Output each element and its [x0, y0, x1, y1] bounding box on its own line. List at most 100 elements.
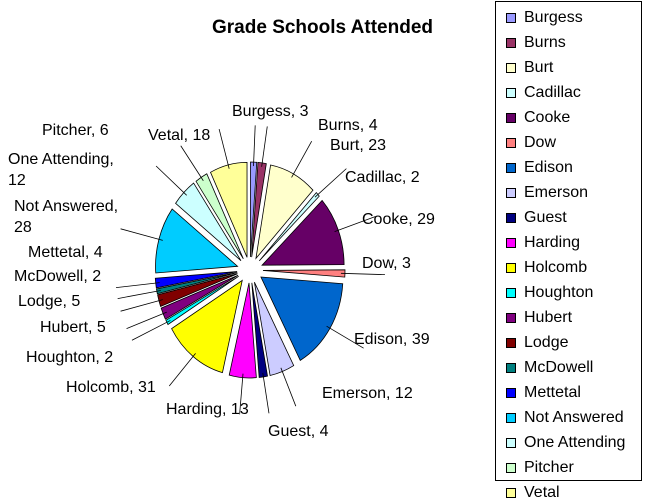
legend-swatch: [506, 438, 516, 448]
data-label-mettetal: Mettetal, 4: [28, 244, 103, 261]
legend-item-vetal: Vetal: [506, 483, 560, 503]
legend-swatch: [506, 363, 516, 373]
legend-item-one-attending: One Attending: [506, 433, 625, 453]
legend-item-lodge: Lodge: [506, 333, 569, 353]
legend-label: Not Answered: [524, 409, 624, 426]
leader-line-houghton: [131, 320, 171, 341]
data-label-dow: Dow, 3: [362, 255, 411, 272]
legend-swatch: [506, 263, 516, 273]
legend-item-edison: Edison: [506, 158, 573, 178]
legend-label: Lodge: [524, 334, 569, 351]
legend-label: Holcomb: [524, 259, 588, 276]
legend-item-burt: Burt: [506, 58, 553, 78]
data-label-emerson: Emerson, 12: [322, 385, 413, 402]
legend-item-mettetal: Mettetal: [506, 383, 581, 403]
leader-line-holcomb: [168, 353, 196, 387]
legend-label: Edison: [524, 159, 573, 176]
legend-label: Burt: [524, 59, 554, 76]
legend-label: Pitcher: [524, 459, 574, 476]
legend-label: McDowell: [524, 359, 594, 376]
legend-swatch: [506, 288, 516, 298]
legend-label: Hubert: [524, 309, 573, 326]
legend-label: Cadillac: [524, 84, 581, 101]
leader-line-edison: [326, 325, 364, 349]
legend-label: Emerson: [524, 184, 589, 201]
legend-swatch: [506, 338, 516, 348]
legend-swatch: [506, 213, 516, 223]
data-label-not-answered: Not Answered, 28: [14, 198, 118, 236]
chart-title: Grade Schools Attended: [212, 17, 433, 38]
leader-line-cadillac: [314, 168, 347, 198]
data-label-burt: Burt, 23: [330, 137, 386, 154]
pie-chart: Burgess, 3 Burns, 4 Burt, 23 Cadillac, 2 Coo…: [8, 103, 435, 440]
legend-swatch: [506, 88, 516, 98]
data-label-vetal: Vetal, 18: [148, 127, 210, 144]
legend-item-burns: Burns: [506, 33, 566, 53]
data-label-guest: Guest, 4: [268, 423, 329, 440]
legend-swatch: [506, 13, 516, 23]
legend-swatch: [506, 138, 516, 148]
data-label-hubert: Hubert, 5: [40, 319, 106, 336]
legend-swatch: [506, 463, 516, 473]
legend-label: Harding: [524, 234, 581, 251]
leader-line-emerson: [280, 367, 297, 407]
legend-label: Houghton: [524, 284, 594, 301]
legend-item-emerson: Emerson: [506, 183, 588, 203]
data-label-pitcher: Pitcher, 6: [42, 122, 109, 139]
leader-line-mcdowell: [117, 290, 161, 299]
legend-item-burgess: Burgess: [506, 8, 583, 28]
legend-label: Dow: [524, 134, 557, 151]
legend-label: Guest: [524, 209, 567, 226]
legend-swatch: [506, 163, 516, 173]
legend-swatch: [506, 313, 516, 323]
leader-line-harding: [239, 373, 244, 415]
data-label-edison: Edison, 39: [354, 331, 430, 348]
legend-swatch: [506, 413, 516, 423]
leader-line-mettetal: [115, 282, 160, 288]
leader-line-one-attending: [155, 165, 187, 196]
leader-line-guest: [262, 372, 270, 414]
legend-swatch: [506, 113, 516, 123]
chart-legend: Burgess Burns Burt Cadillac Cooke Dow Edison Em…: [495, 1, 642, 501]
legend-swatch: [506, 238, 516, 248]
leader-line-burt: [291, 141, 313, 178]
legend-swatch: [506, 188, 516, 198]
leader-line-burns: [261, 126, 268, 167]
legend-item-not-answered: Not Answered: [506, 408, 624, 428]
legend-item-cooke: Cooke: [506, 108, 570, 128]
leader-line-cooke: [334, 216, 376, 232]
data-label-mcdowell: McDowell, 2: [14, 268, 101, 285]
legend-label: Cooke: [524, 109, 571, 126]
data-label-burgess: Burgess, 3: [232, 103, 309, 120]
data-label-one-attending: One Attending, 12: [8, 151, 114, 189]
legend-item-pitcher: Pitcher: [506, 458, 574, 478]
legend-label: Burgess: [524, 9, 583, 26]
legend-item-houghton: Houghton: [506, 283, 593, 303]
pie-slice-dow: [262, 269, 346, 278]
leader-line-burgess: [253, 125, 256, 167]
leader-line-pitcher: [180, 145, 204, 181]
leader-line-vetal: [218, 128, 230, 169]
legend-swatch: [506, 488, 516, 498]
data-label-holcomb: Holcomb, 31: [66, 379, 156, 396]
legend-label: Vetal: [524, 484, 560, 501]
data-label-cooke: Cooke, 29: [362, 211, 435, 228]
data-label-harding: Harding, 13: [166, 401, 249, 418]
legend-item-mcdowell: McDowell: [506, 358, 593, 378]
leader-line-lodge: [120, 299, 163, 312]
leader-line-not-answered: [120, 228, 163, 241]
data-label-cadillac: Cadillac, 2: [345, 169, 420, 186]
legend-label: Mettetal: [524, 384, 581, 401]
leader-line-hubert: [126, 311, 167, 329]
legend-swatch: [506, 38, 516, 48]
data-label-burns: Burns, 4: [318, 117, 378, 134]
legend-item-guest: Guest: [506, 208, 567, 228]
legend-item-holcomb: Holcomb: [506, 258, 587, 278]
legend-label: One Attending: [524, 434, 626, 451]
legend-item-cadillac: Cadillac: [506, 83, 581, 103]
legend-item-hubert: Hubert: [506, 308, 572, 328]
legend-swatch: [506, 388, 516, 398]
data-label-lodge: Lodge, 5: [18, 293, 80, 310]
legend-label: Burns: [524, 34, 566, 51]
data-label-houghton: Houghton, 2: [26, 349, 113, 366]
